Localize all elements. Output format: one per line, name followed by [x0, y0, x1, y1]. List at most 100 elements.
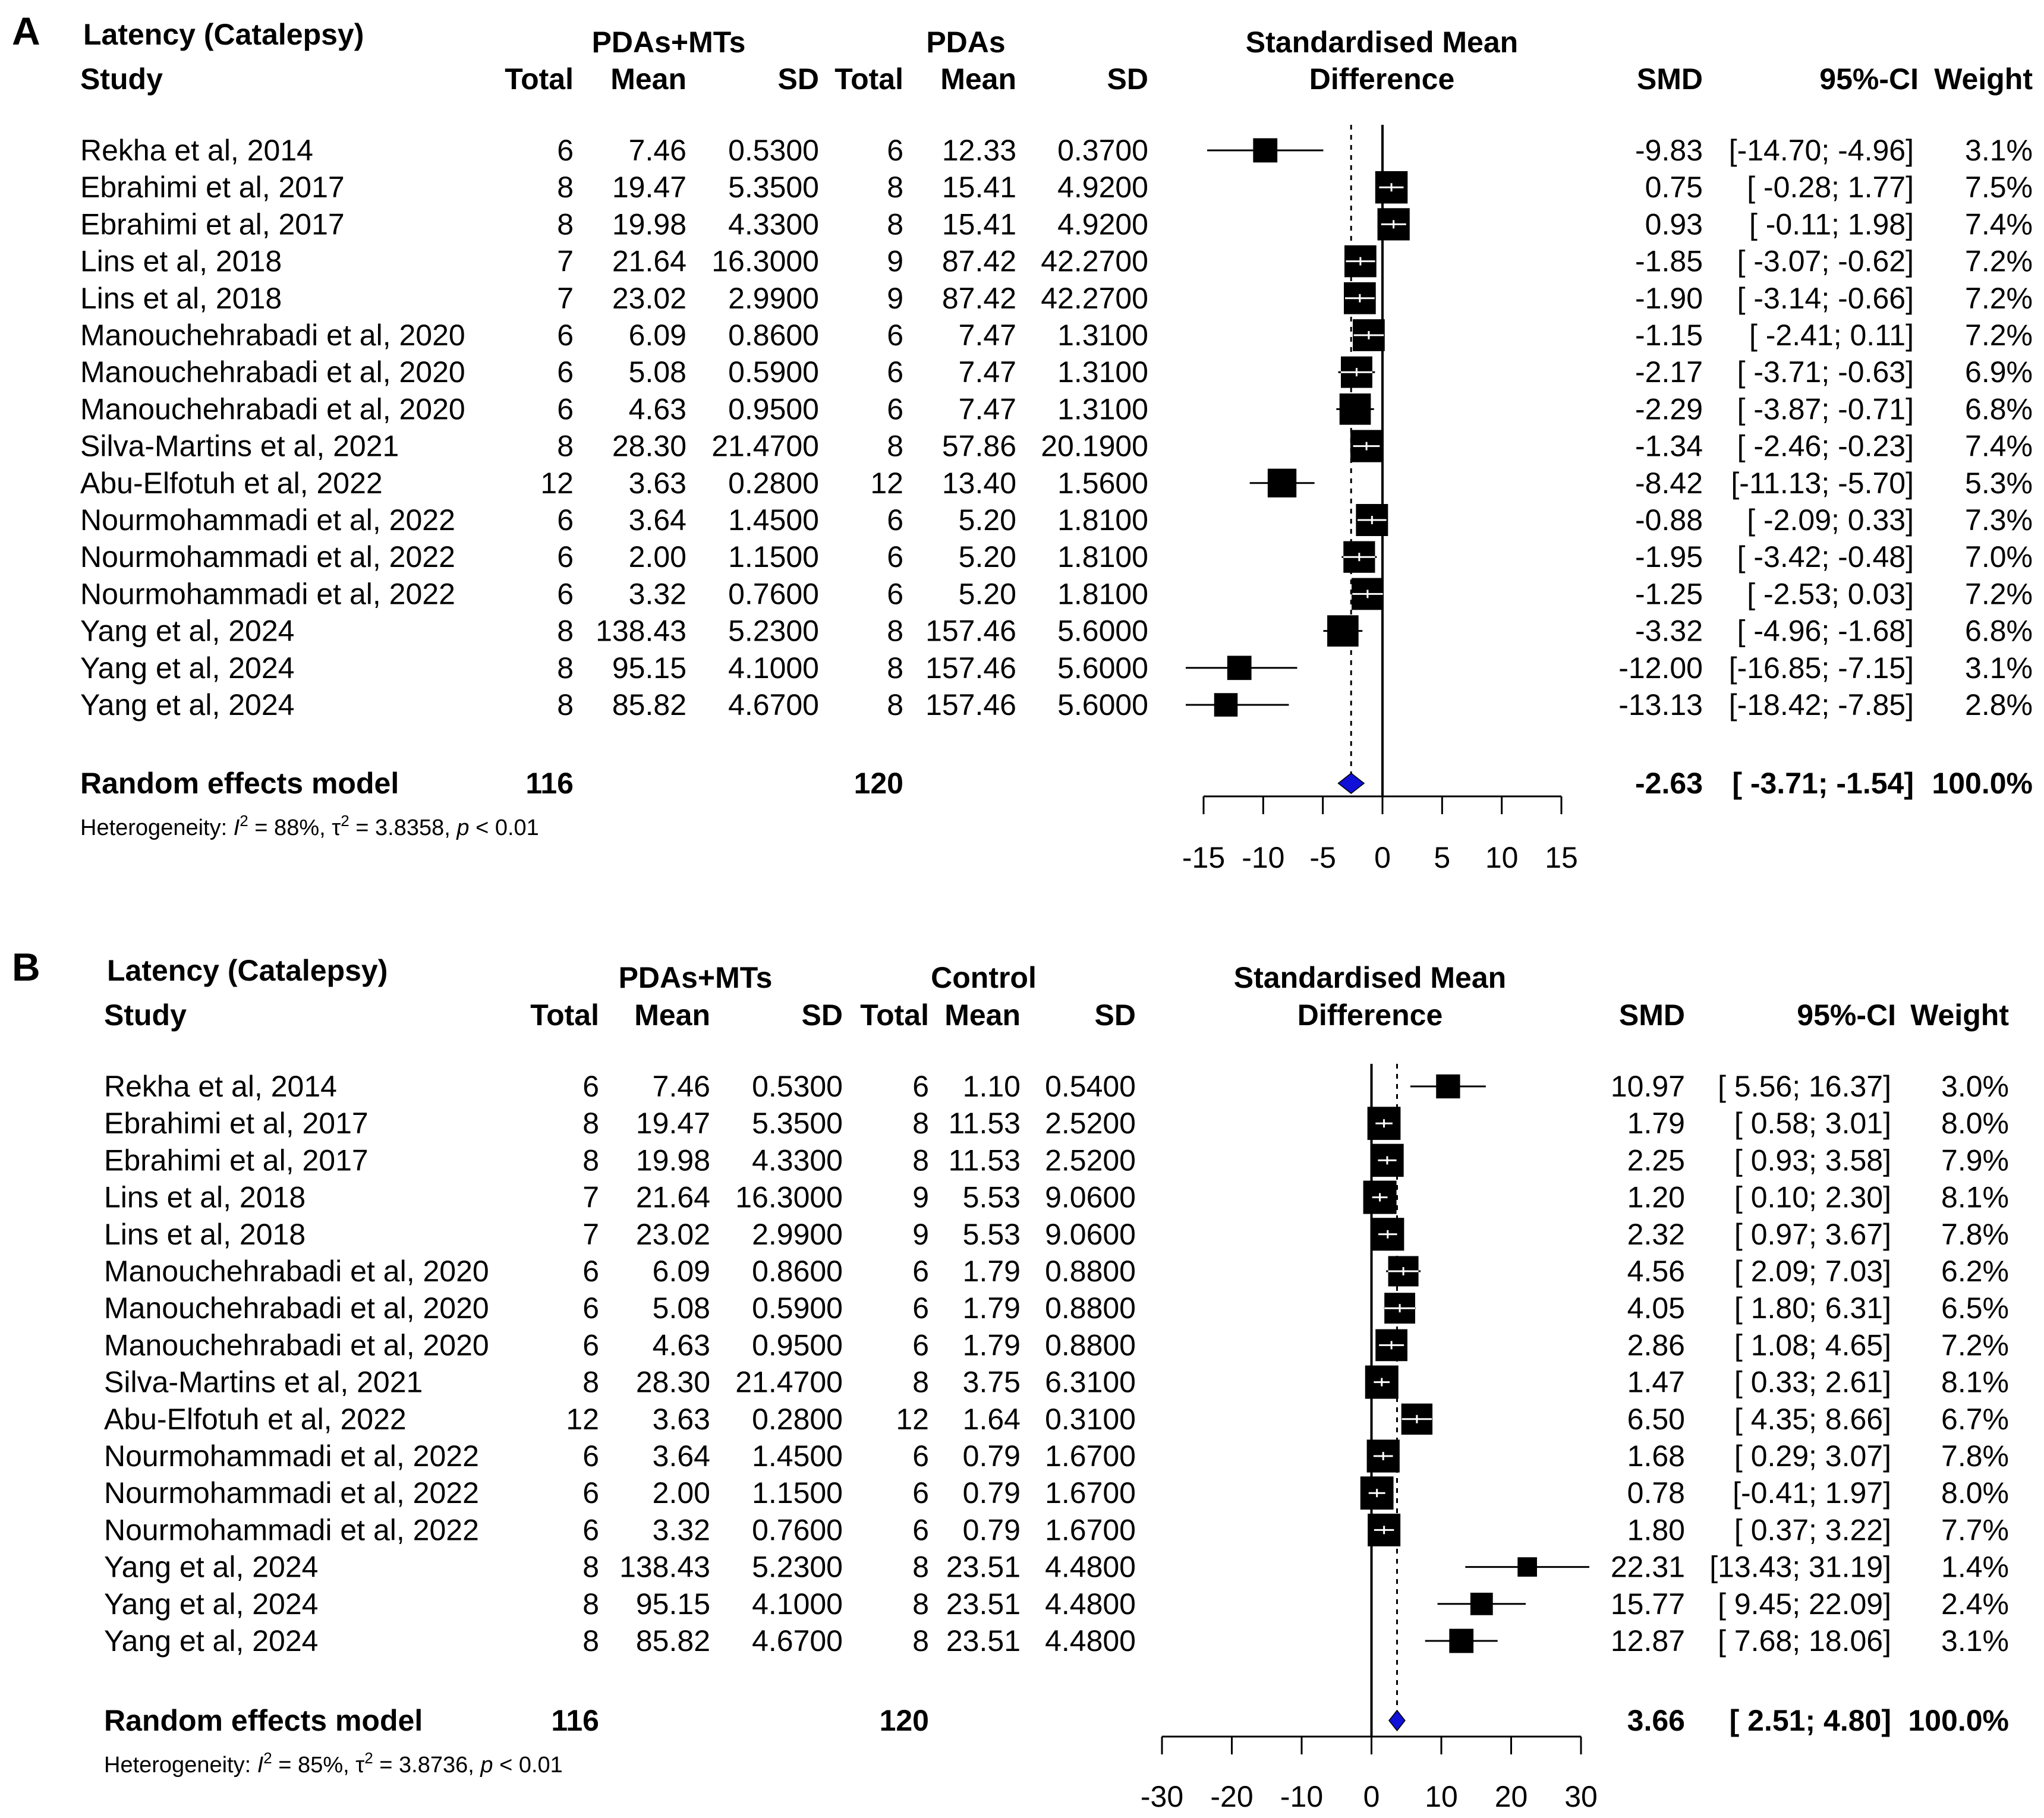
exp-total: 8: [582, 1551, 599, 1584]
ci-value: [ 4.35; 8.66]: [1734, 1403, 1891, 1436]
exp-total: 6: [582, 1476, 599, 1510]
ci-value: [ 2.09; 7.03]: [1734, 1255, 1891, 1288]
ci-value: [ -4.96; -1.68]: [1737, 615, 1914, 648]
summary-smd: -2.63: [1635, 767, 1703, 800]
header-ctrl-mean: Mean: [944, 998, 1021, 1032]
het-tau-symbol: τ: [355, 1753, 364, 1778]
study-row: Yang et al, 2024 8 138.43 5.2300 8 157.46 5.60…: [80, 615, 2033, 648]
ctrl-total: 6: [912, 1255, 929, 1288]
exp-mean: 19.98: [612, 207, 686, 241]
study-row: Lins et al, 2018 7 23.02 2.9900 9 5.53 9.0600 2…: [104, 1218, 2009, 1251]
ctrl-mean: 1.79: [963, 1255, 1021, 1288]
exp-total: 8: [557, 615, 574, 648]
header-weight: Weight: [1910, 998, 2009, 1032]
header-exp-sd: SD: [778, 62, 819, 96]
ctrl-sd: 20.1900: [1041, 430, 1148, 463]
exp-total: 6: [557, 540, 574, 574]
exp-mean: 28.30: [636, 1366, 710, 1399]
ctrl-sd: 2.5200: [1045, 1143, 1136, 1177]
exp-mean: 3.32: [653, 1513, 710, 1546]
exp-mean: 3.63: [629, 467, 686, 500]
ci-value: [ -3.42; -0.48]: [1737, 540, 1914, 574]
ctrl-sd: 5.6000: [1057, 615, 1148, 648]
ci-value: [-11.13; -5.70]: [1731, 467, 1914, 500]
ctrl-total: 6: [887, 540, 903, 574]
x-tick-label: 30: [1564, 1780, 1598, 1813]
header-ci: 95%-CI: [1819, 62, 1919, 96]
exp-sd: 0.7600: [728, 577, 819, 610]
header-effect-line2: Difference: [1297, 998, 1443, 1032]
exp-total: 7: [582, 1181, 599, 1214]
ctrl-mean: 157.46: [925, 615, 1016, 648]
exp-mean: 7.46: [629, 134, 686, 167]
weight-value: 5.3%: [1965, 467, 2033, 500]
ctrl-mean: 15.41: [942, 207, 1016, 241]
smd-value: -1.95: [1635, 540, 1703, 574]
study-row: Manouchehrabadi et al, 2020 6 6.09 0.8600 6 7…: [80, 319, 2033, 352]
smd-value: 2.32: [1627, 1218, 1685, 1251]
exp-total: 6: [582, 1255, 599, 1288]
ctrl-sd: 42.2700: [1041, 282, 1148, 315]
exp-total: 6: [557, 503, 574, 537]
effect-marker: [1339, 393, 1371, 425]
ctrl-mean: 3.75: [963, 1366, 1021, 1399]
ctrl-sd: 9.0600: [1045, 1181, 1136, 1214]
study-name: Silva-Martins et al, 2021: [104, 1366, 423, 1399]
ctrl-total: 8: [887, 615, 903, 648]
summary-weight: 100.0%: [1932, 767, 2033, 800]
exp-sd: 4.3300: [728, 207, 819, 241]
x-tick-label: -20: [1210, 1780, 1253, 1813]
study-name: Lins et al, 2018: [80, 282, 282, 315]
study-row: Silva-Martins et al, 2021 8 28.30 21.4700 8 5…: [80, 430, 2033, 463]
exp-sd: 0.8600: [752, 1255, 843, 1288]
ci-value: [ 0.93; 3.58]: [1734, 1143, 1891, 1177]
ci-value: [ 5.56; 16.37]: [1718, 1070, 1891, 1103]
header-ctrl-mean: Mean: [940, 62, 1016, 96]
study-row: Yang et al, 2024 8 95.15 4.1000 8 157.46 5.600…: [80, 651, 2033, 685]
ctrl-sd: 0.5400: [1045, 1070, 1136, 1103]
study-name: Abu-Elfotuh et al, 2022: [104, 1403, 407, 1436]
ci-value: [-18.42; -7.85]: [1729, 688, 1914, 721]
study-row: Nourmohammadi et al, 2022 6 3.64 1.4500 6 0.7…: [104, 1439, 2009, 1473]
ci-value: [ -3.07; -0.62]: [1737, 245, 1914, 278]
ctrl-sd: 1.3100: [1057, 319, 1148, 352]
exp-total: 6: [557, 319, 574, 352]
ctrl-mean: 5.53: [963, 1181, 1021, 1214]
ctrl-sd: 1.5600: [1057, 467, 1148, 500]
ci-value: [ -0.11; 1.98]: [1749, 207, 1914, 241]
pooled-diamond: [1337, 773, 1365, 794]
exp-mean: 3.64: [653, 1439, 710, 1473]
study-name: Nourmohammadi et al, 2022: [104, 1439, 479, 1473]
exp-mean: 19.47: [636, 1107, 710, 1140]
ctrl-sd: 2.5200: [1045, 1107, 1136, 1140]
exp-sd: 0.5300: [752, 1070, 843, 1103]
ctrl-sd: 0.8800: [1045, 1328, 1136, 1362]
header-ctrl-group: Control: [931, 961, 1037, 994]
header-study: Study: [80, 62, 163, 96]
ci-value: [ -2.53; 0.03]: [1747, 577, 1914, 610]
het-i2-value: = 85%,: [272, 1753, 355, 1778]
weight-value: 7.9%: [1941, 1143, 2009, 1177]
study-name: Lins et al, 2018: [104, 1218, 306, 1251]
weight-value: 6.5%: [1941, 1291, 2009, 1325]
ctrl-sd: 0.3100: [1045, 1403, 1136, 1436]
ctrl-mean: 23.51: [946, 1587, 1021, 1621]
x-tick-label: -10: [1280, 1780, 1323, 1813]
ctrl-total: 6: [912, 1439, 929, 1473]
summary-ci: [ -3.71; -1.54]: [1732, 767, 1914, 800]
ci-value: [ 1.08; 4.65]: [1734, 1328, 1891, 1362]
summary-row: Random effects model 116 120 -2.63 [ -3.71; …: [80, 767, 2033, 800]
smd-value: -12.00: [1618, 651, 1703, 685]
exp-total: 7: [557, 282, 574, 315]
study-row: Lins et al, 2018 7 23.02 2.9900 9 87.42 42.270…: [80, 282, 2033, 315]
exp-sd: 2.9900: [752, 1218, 843, 1251]
ctrl-mean: 5.20: [959, 577, 1016, 610]
ctrl-sd: 1.8100: [1057, 577, 1148, 610]
het-tau-value: = 3.8358,: [349, 815, 457, 840]
exp-mean: 21.64: [636, 1181, 710, 1214]
study-name: Yang et al, 2024: [104, 1624, 318, 1658]
study-name: Rekha et al, 2014: [80, 134, 313, 167]
header-weight: Weight: [1934, 62, 2033, 96]
smd-value: 4.56: [1627, 1255, 1685, 1288]
ctrl-total: 8: [912, 1624, 929, 1658]
